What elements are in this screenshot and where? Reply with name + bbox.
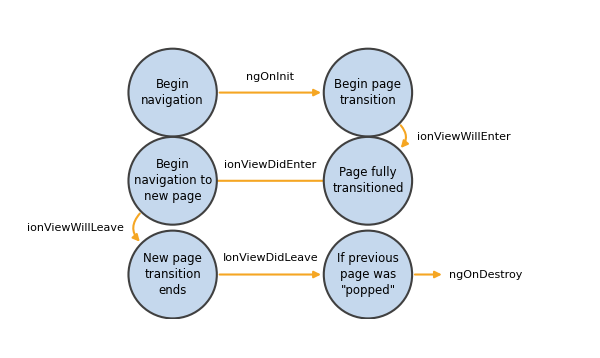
Text: Begin
navigation: Begin navigation (142, 78, 204, 107)
Ellipse shape (324, 231, 412, 318)
Ellipse shape (324, 49, 412, 136)
Ellipse shape (128, 137, 217, 225)
Text: Begin page
transition: Begin page transition (334, 78, 401, 107)
Text: ionViewWillEnter: ionViewWillEnter (417, 132, 511, 142)
Text: ionViewDidEnter: ionViewDidEnter (224, 160, 316, 170)
Text: ngOnDestroy: ngOnDestroy (449, 270, 523, 280)
Text: Page fully
transitioned: Page fully transitioned (332, 166, 404, 195)
Text: IonViewDidLeave: IonViewDidLeave (223, 253, 318, 263)
Text: ngOnInit: ngOnInit (247, 72, 295, 82)
Ellipse shape (128, 49, 217, 136)
Text: Begin
navigation to
new page: Begin navigation to new page (134, 158, 212, 203)
Ellipse shape (324, 137, 412, 225)
Text: ionViewWillLeave: ionViewWillLeave (27, 223, 124, 233)
Text: If previous
page was
"popped": If previous page was "popped" (337, 252, 399, 297)
Ellipse shape (128, 231, 217, 318)
Text: New page
transition
ends: New page transition ends (143, 252, 202, 297)
